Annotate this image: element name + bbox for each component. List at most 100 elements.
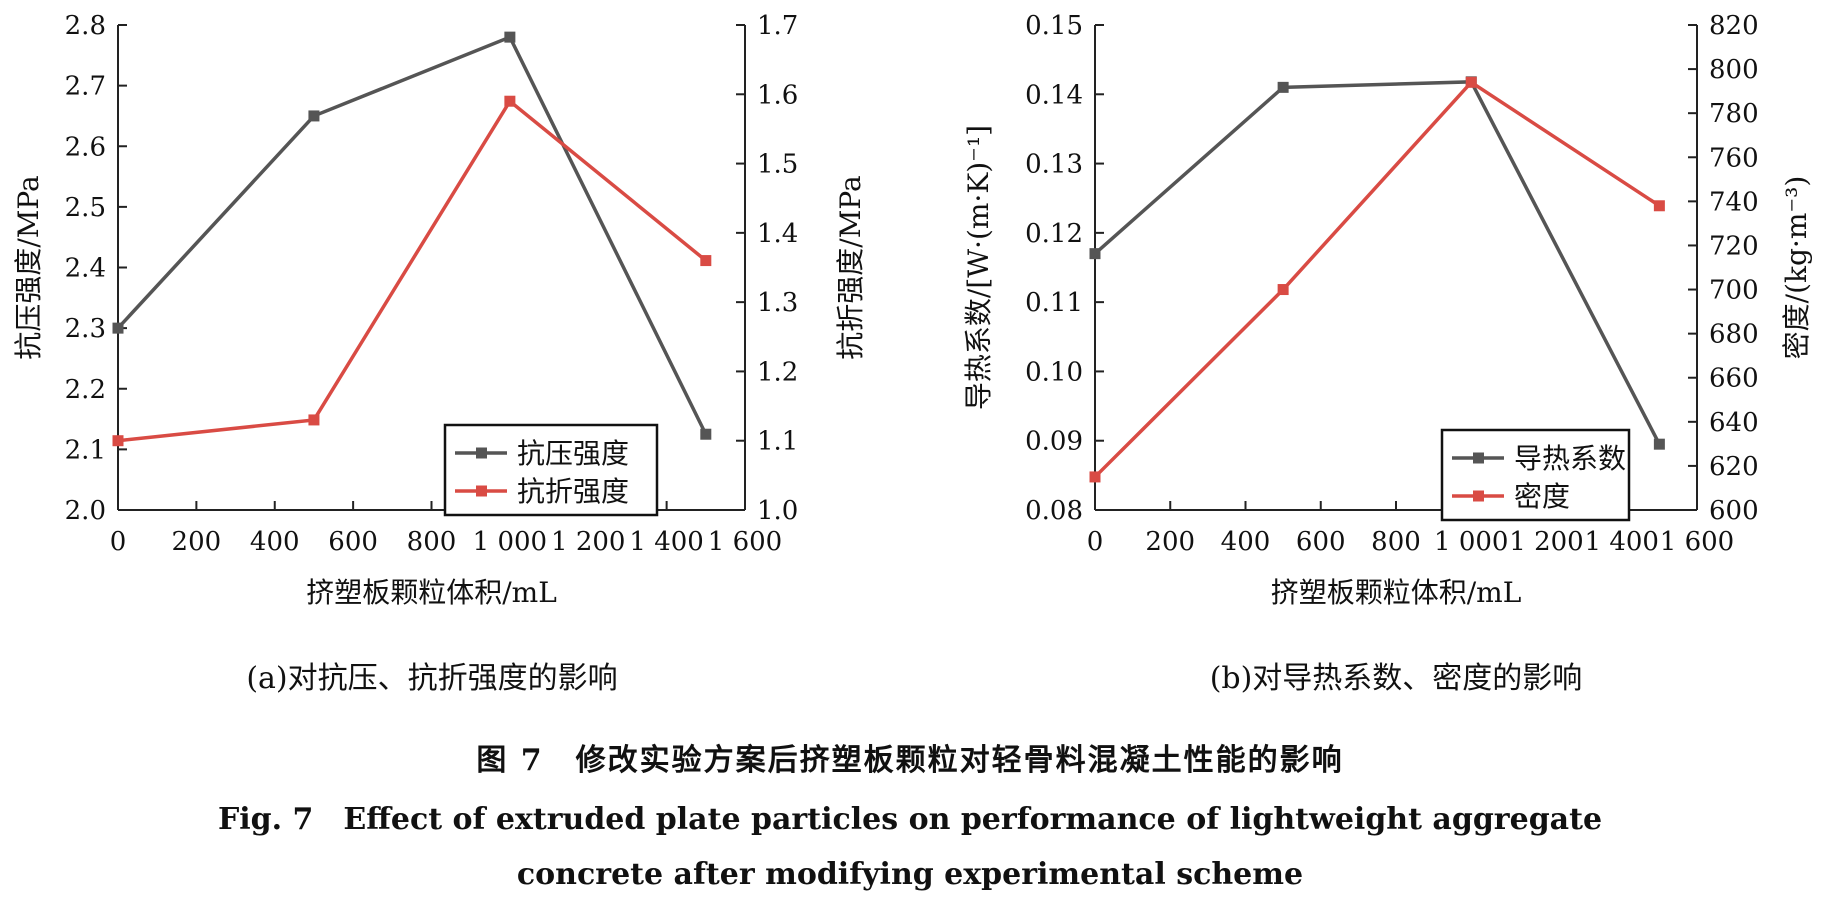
left-y-tick-label: 0.09 bbox=[1025, 427, 1083, 457]
x-tick-label: 600 bbox=[1296, 527, 1346, 557]
x-tick-label: 0 bbox=[1087, 527, 1104, 557]
series-1-point bbox=[1465, 76, 1477, 88]
series-1-point bbox=[1653, 200, 1665, 212]
series-1-point bbox=[308, 414, 320, 426]
legend-swatch-marker bbox=[476, 447, 487, 459]
right-y-tick-label: 680 bbox=[1709, 320, 1759, 350]
series-0-point bbox=[1653, 438, 1665, 450]
x-tick-label: 1 400 bbox=[1585, 527, 1659, 557]
x-tick-label: 600 bbox=[328, 527, 378, 557]
x-tick-label: 1 200 bbox=[551, 527, 625, 557]
series-0-point bbox=[1277, 81, 1289, 93]
series-0-point bbox=[1089, 248, 1101, 260]
figure-title-cn: 图 7 修改实验方案后挤塑板颗粒对轻骨料混凝土性能的影响 bbox=[476, 743, 1343, 778]
legend-label: 抗折强度 bbox=[517, 475, 629, 508]
right-y-axis-title: 抗折强度/MPa bbox=[834, 175, 867, 359]
right-y-tick-label: 1.2 bbox=[757, 357, 798, 387]
right-y-tick-label: 780 bbox=[1709, 99, 1759, 129]
x-tick-label: 0 bbox=[110, 527, 127, 557]
series-0-point bbox=[504, 31, 516, 43]
left-y-tick-label: 2.4 bbox=[65, 254, 106, 284]
chart-a-compressive-flexural-strength: 0 200 400 600 800 1 000 1 200 1 400 1 600 2.0 2.1 2… bbox=[12, 11, 867, 609]
x-axis-title: 挤塑板颗粒体积/mL bbox=[1271, 576, 1522, 609]
left-y-axis-title: 导热系数/[W·(m·K)⁻¹] bbox=[962, 125, 995, 410]
x-tick-label: 1 600 bbox=[1660, 527, 1734, 557]
right-y-tick-label: 700 bbox=[1709, 276, 1759, 306]
series-1-point bbox=[112, 435, 124, 447]
left-y-tick-label: 0.13 bbox=[1025, 150, 1083, 180]
x-tick-label: 1 400 bbox=[629, 527, 703, 557]
series-line-1 bbox=[117, 98, 707, 443]
right-y-tick-label: 1.7 bbox=[757, 11, 798, 41]
left-y-tick-label: 2.0 bbox=[65, 496, 106, 526]
x-axis-title: 挤塑板颗粒体积/mL bbox=[306, 576, 557, 609]
figure-title-en-line1: Fig. 7 Effect of extruded plate particle… bbox=[218, 802, 1602, 837]
right-y-tick-label: 800 bbox=[1709, 55, 1759, 85]
subcaption-b: (b)对导热系数、密度的影响 bbox=[1210, 661, 1583, 696]
legend-swatch-marker bbox=[1473, 490, 1484, 502]
right-y-tick-label: 720 bbox=[1709, 231, 1759, 261]
series-1-point bbox=[1089, 471, 1101, 483]
x-tick-label: 400 bbox=[1221, 527, 1271, 557]
series-0-point bbox=[308, 110, 320, 122]
right-y-tick-label: 660 bbox=[1709, 364, 1759, 394]
right-y-tick-label: 600 bbox=[1709, 496, 1759, 526]
right-y-tick-label: 1.5 bbox=[757, 150, 798, 180]
right-y-tick-label: 760 bbox=[1709, 143, 1759, 173]
x-tick-label: 800 bbox=[1371, 527, 1421, 557]
series-line-0 bbox=[116, 34, 708, 435]
right-y-tick-label: 820 bbox=[1709, 11, 1759, 41]
x-tick-label: 1 000 bbox=[1434, 527, 1508, 557]
right-y-tick-label: 1.3 bbox=[757, 288, 798, 318]
subcaption-a: (a)对抗压、抗折强度的影响 bbox=[246, 661, 617, 696]
left-y-tick-label: 0.10 bbox=[1025, 357, 1083, 387]
right-y-axis-title: 密度/(kg·m⁻³) bbox=[1780, 176, 1813, 360]
right-y-tick-label: 740 bbox=[1709, 187, 1759, 217]
figure-title-en-line2: concrete after modifying experimental sc… bbox=[517, 857, 1303, 892]
right-y-tick-label: 640 bbox=[1709, 408, 1759, 438]
left-y-tick-label: 0.14 bbox=[1025, 80, 1083, 110]
left-y-tick-label: 2.8 bbox=[65, 11, 106, 41]
legend-label: 抗压强度 bbox=[517, 437, 629, 470]
chart-b-thermal-conductivity-density: 0 200 400 600 800 1 000 1 200 1 400 1 600 0.08 0.0… bbox=[962, 11, 1813, 609]
series-1-point bbox=[1277, 284, 1289, 296]
left-y-tick-label: 2.2 bbox=[65, 375, 106, 405]
left-y-tick-label: 2.5 bbox=[65, 193, 106, 223]
legend-box bbox=[1440, 428, 1631, 522]
series-1-point bbox=[700, 255, 712, 267]
left-y-tick-label: 2.3 bbox=[65, 314, 106, 344]
right-y-tick-label: 1.6 bbox=[757, 80, 798, 110]
left-y-tick-label: 0.15 bbox=[1025, 11, 1083, 41]
series-0-point bbox=[112, 322, 124, 334]
left-y-axis-title: 抗压强度/MPa bbox=[12, 175, 45, 359]
x-tick-label: 200 bbox=[172, 527, 222, 557]
right-y-tick-label: 620 bbox=[1709, 452, 1759, 482]
legend-label: 导热系数 bbox=[1514, 442, 1626, 475]
left-y-tick-label: 2.7 bbox=[65, 72, 106, 102]
left-y-tick-label: 0.08 bbox=[1025, 496, 1083, 526]
left-y-tick-label: 2.6 bbox=[65, 132, 106, 162]
series-line-1 bbox=[1093, 80, 1661, 479]
right-y-tick-label: 1.1 bbox=[757, 427, 798, 457]
left-y-tick-label: 0.12 bbox=[1025, 219, 1083, 249]
legend-swatch-marker bbox=[476, 485, 487, 497]
right-y-tick-label: 1.4 bbox=[757, 219, 798, 249]
legend-label: 密度 bbox=[1514, 480, 1570, 513]
x-tick-label: 1 600 bbox=[708, 527, 782, 557]
x-tick-label: 200 bbox=[1145, 527, 1195, 557]
x-tick-label: 400 bbox=[250, 527, 300, 557]
x-tick-label: 1 000 bbox=[473, 527, 547, 557]
right-y-tick-label: 1.0 bbox=[757, 496, 798, 526]
series-1-point bbox=[504, 95, 516, 107]
left-y-tick-label: 0.11 bbox=[1025, 288, 1083, 318]
series-0-point bbox=[700, 428, 712, 440]
legend-swatch-marker bbox=[1473, 452, 1484, 464]
legend-box bbox=[443, 423, 659, 517]
x-tick-label: 1 200 bbox=[1509, 527, 1583, 557]
series-line-0 bbox=[1093, 80, 1661, 445]
left-y-tick-label: 2.1 bbox=[65, 435, 106, 465]
x-tick-label: 800 bbox=[407, 527, 457, 557]
